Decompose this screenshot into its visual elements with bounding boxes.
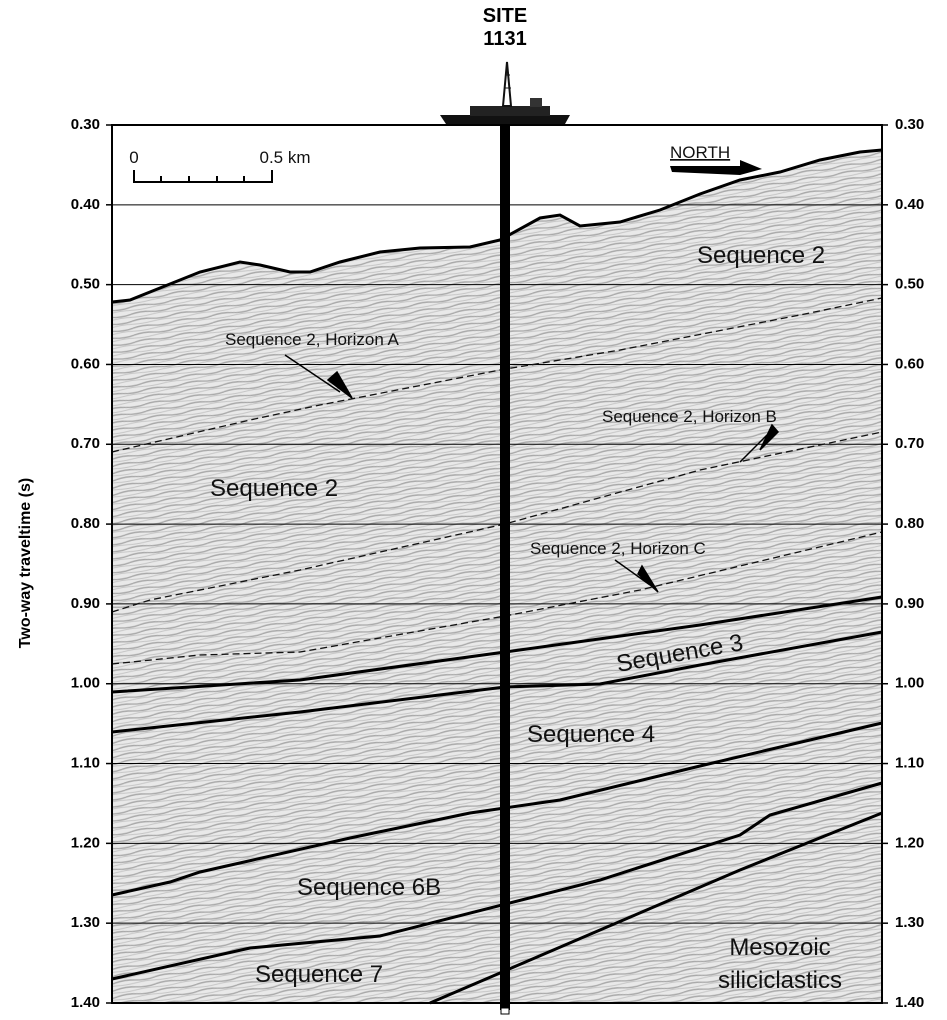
north-label: NORTH xyxy=(670,143,730,162)
label: Sequence 6B xyxy=(297,874,441,901)
label: Sequence 2, Horizon B xyxy=(602,407,777,426)
grid xyxy=(112,204,882,924)
arrow xyxy=(614,559,659,593)
y-tick-label-right: 0.90 xyxy=(895,595,924,612)
label: Sequence 2 xyxy=(697,242,825,269)
y-tick-label-right: 0.60 xyxy=(895,355,924,372)
y-tick-label: 0.70 xyxy=(71,435,100,452)
label: Sequence 2, Horizon A xyxy=(225,330,400,349)
y-tick-label: 1.10 xyxy=(71,755,100,772)
y-tick-label: 1.00 xyxy=(71,675,100,692)
arrow xyxy=(739,423,780,463)
sequence-6b-top xyxy=(111,721,883,897)
label: Sequence 2 xyxy=(210,475,338,502)
y-tick-label: 0.30 xyxy=(71,116,100,133)
sequence-3-base xyxy=(111,630,883,734)
north-arrow xyxy=(670,160,762,175)
y-tick-label: 1.20 xyxy=(71,834,100,851)
y-tick-label-right: 1.10 xyxy=(895,755,924,772)
y-tick-label-right: 1.00 xyxy=(895,675,924,692)
label: Mesozoic xyxy=(729,934,830,961)
frame xyxy=(111,124,883,1004)
site-number: 1131 xyxy=(483,28,526,50)
y-tick-label-right: 0.40 xyxy=(895,196,924,213)
y-tick-label-right: 0.80 xyxy=(895,515,924,532)
y-tick-label-right: 0.50 xyxy=(895,276,924,293)
y-tick-label-right: 0.70 xyxy=(895,435,924,452)
arrow xyxy=(284,354,353,399)
label: Sequence 2, Horizon C xyxy=(530,539,706,558)
ship-icon xyxy=(440,61,570,124)
y-tick-label: 0.50 xyxy=(71,276,100,293)
y-tick-label-right: 1.40 xyxy=(895,994,924,1011)
horizon-b xyxy=(111,431,883,613)
site-title: SITE xyxy=(483,5,527,27)
label: siliciclastics xyxy=(718,967,842,994)
y-tick-label: 0.90 xyxy=(71,595,100,612)
y-tick-label-right: 0.30 xyxy=(895,116,924,133)
seafloor xyxy=(111,148,883,304)
borehole xyxy=(500,125,510,1010)
scale-start: 0 xyxy=(129,148,138,167)
label: Sequence 4 xyxy=(527,721,655,748)
borehole-tip xyxy=(500,1007,510,1015)
scale-bar: 0 0.5 km xyxy=(129,148,311,183)
y-tick-label-right: 1.30 xyxy=(895,914,924,931)
y-tick-label: 1.30 xyxy=(71,914,100,931)
y-tick-label: 1.40 xyxy=(71,994,100,1011)
sequence-7-top xyxy=(111,781,883,981)
mesozoic-top xyxy=(429,811,883,1005)
y-axis-title: Two-way traveltime (s) xyxy=(17,478,34,648)
y-tick-label: 0.40 xyxy=(71,196,100,213)
seismic-section xyxy=(112,125,882,1003)
y-tick-label-right: 1.20 xyxy=(895,834,924,851)
label: Sequence 7 xyxy=(255,961,383,988)
y-tick-label: 0.60 xyxy=(71,355,100,372)
scale-end: 0.5 km xyxy=(259,148,310,167)
y-tick-label: 0.80 xyxy=(71,515,100,532)
